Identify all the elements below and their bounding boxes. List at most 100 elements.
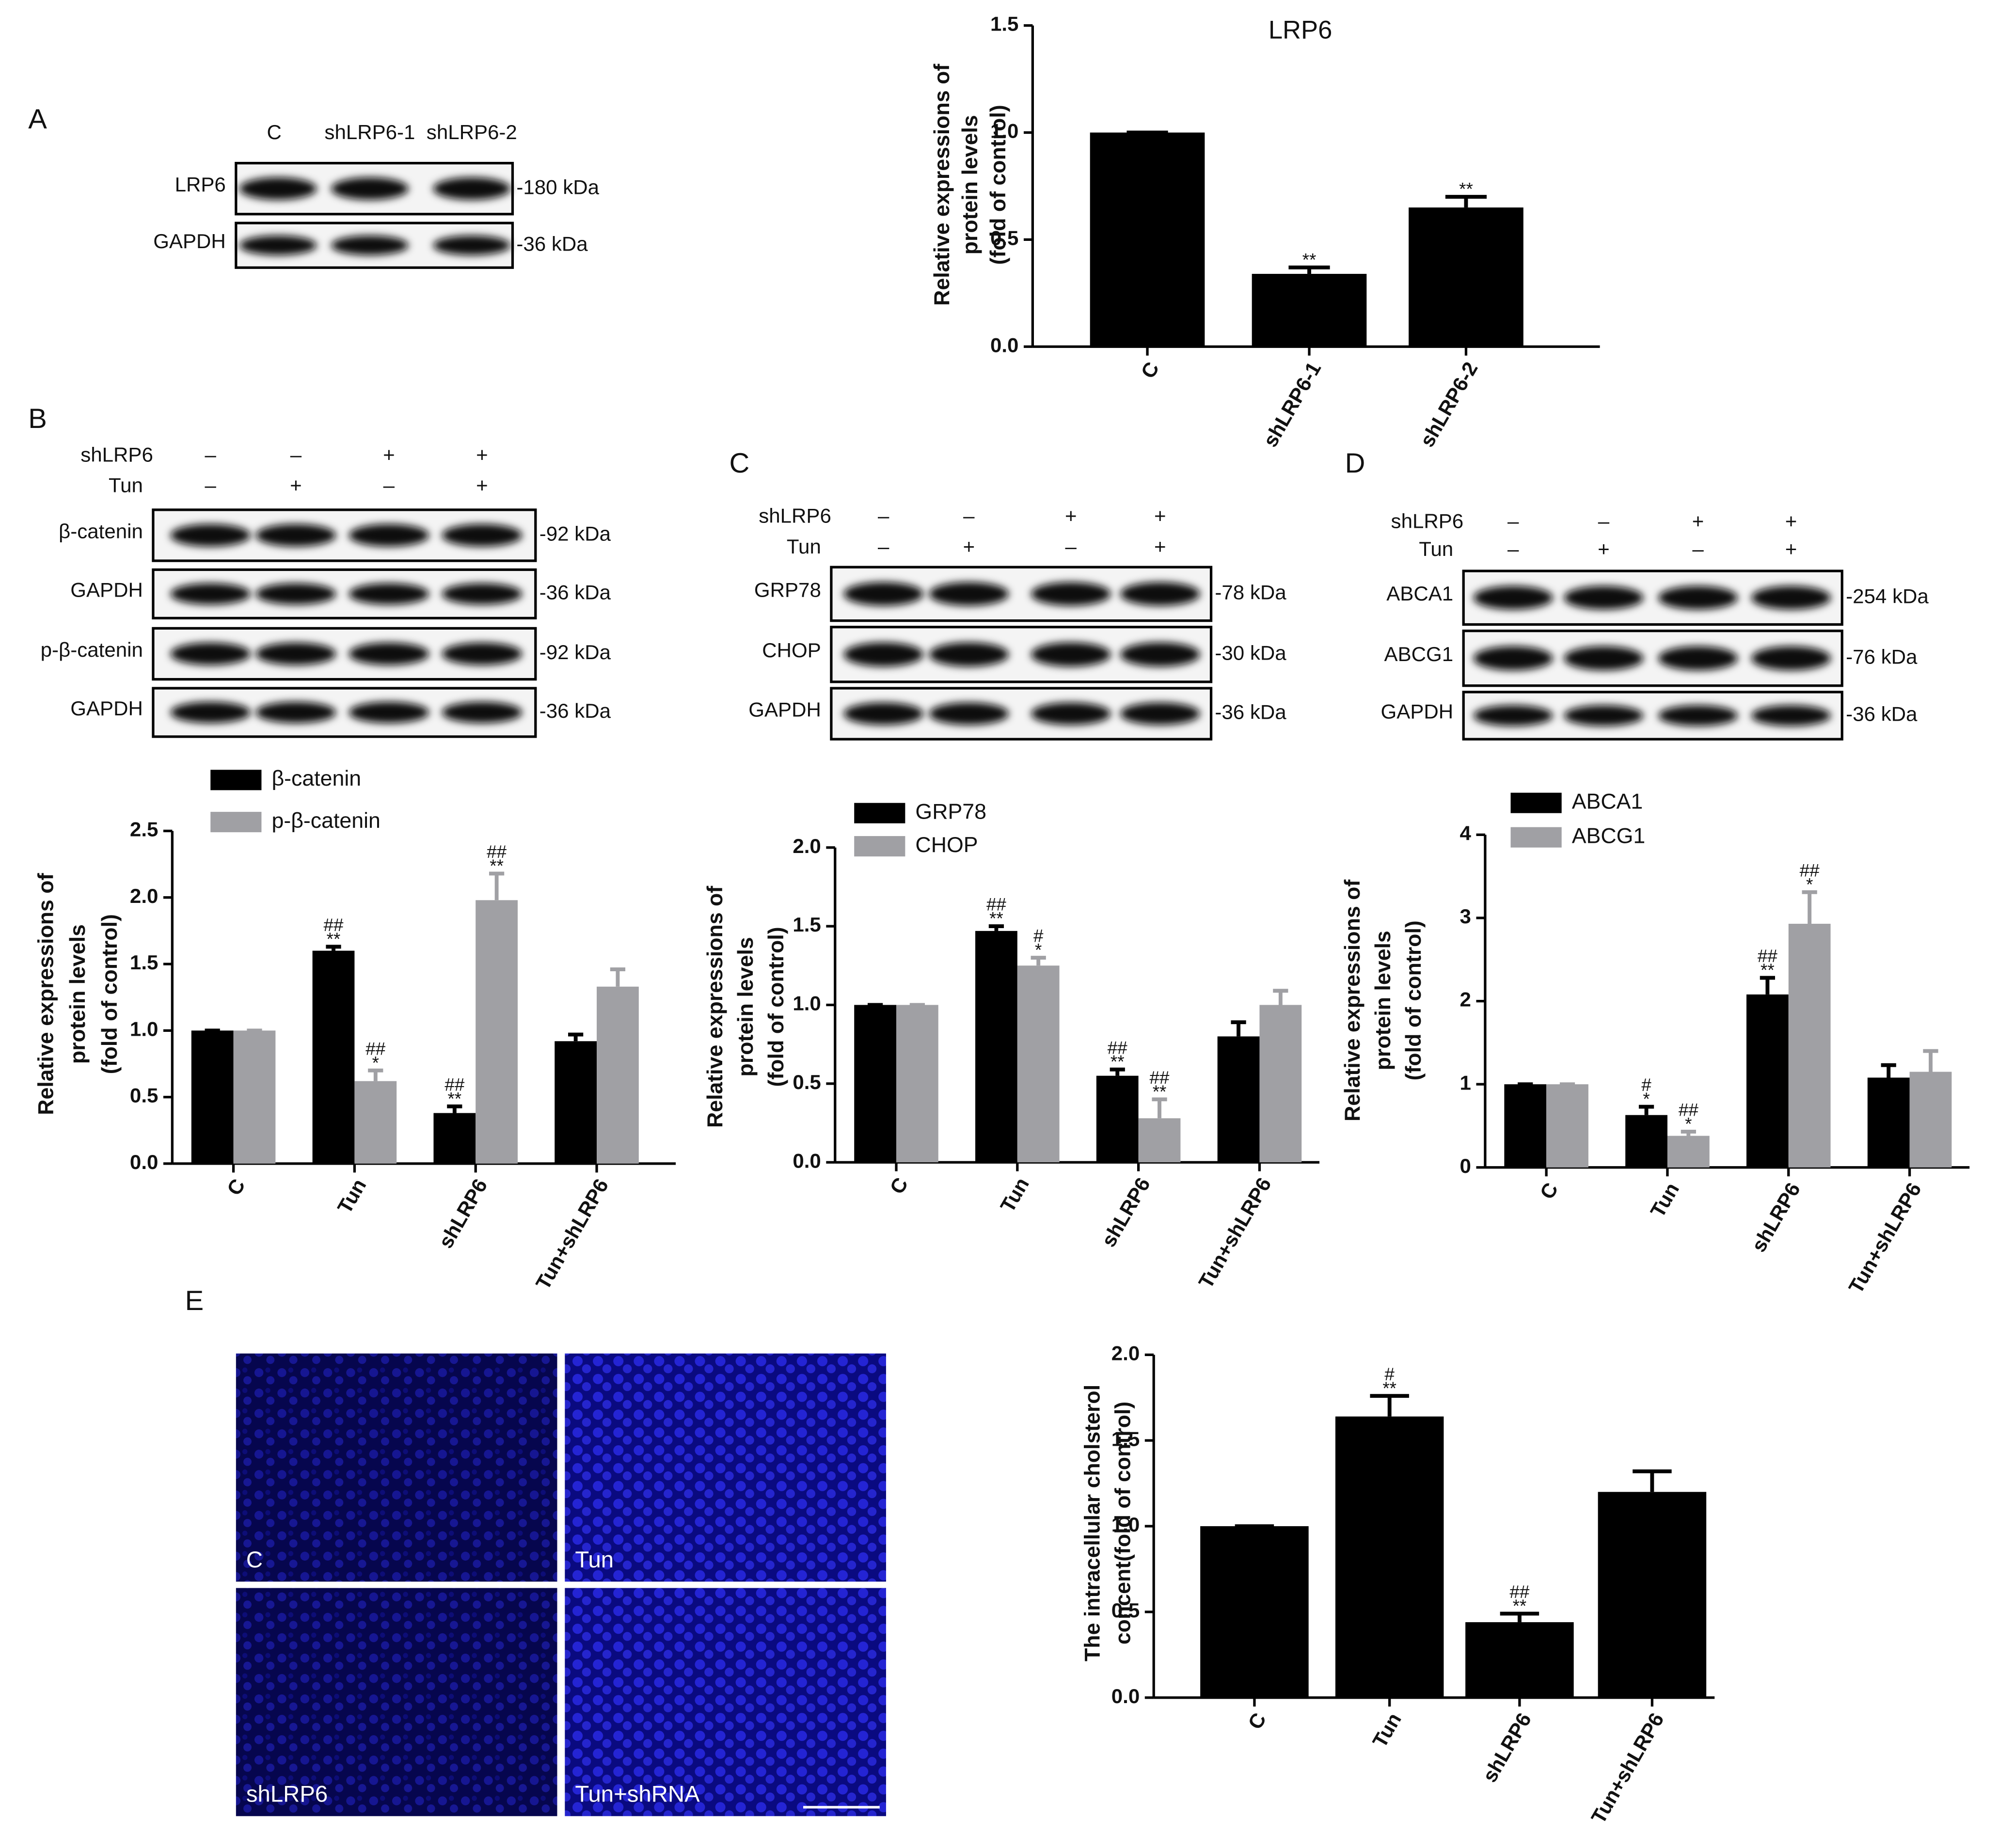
blot-band bbox=[929, 582, 1009, 606]
treatment-label: Tun bbox=[1419, 537, 1453, 560]
blot-band bbox=[349, 583, 429, 605]
bar bbox=[433, 1113, 476, 1164]
legend-swatch bbox=[1510, 827, 1562, 848]
significance-label: ** bbox=[490, 856, 504, 876]
significance-label: ** bbox=[327, 929, 341, 949]
lane-label: shLRP6-1 bbox=[324, 121, 415, 143]
treatment-sign: – bbox=[878, 535, 889, 558]
blot-band bbox=[442, 642, 523, 665]
blot-band bbox=[255, 583, 336, 605]
y-axis-label: protein levels bbox=[958, 115, 982, 254]
error-bar bbox=[447, 1104, 462, 1113]
blot-row-label: GAPDH bbox=[153, 230, 226, 253]
y-axis-label: Relative expressions of bbox=[34, 873, 58, 1115]
significance-label: * bbox=[1035, 940, 1042, 960]
blot-band bbox=[1473, 586, 1553, 610]
blot-size-label: -36 kDa bbox=[1846, 703, 1918, 726]
bar bbox=[1746, 994, 1789, 1168]
treatment-sign: – bbox=[205, 474, 217, 497]
y-tick-label: 0.5 bbox=[1111, 1599, 1140, 1622]
treatment-sign: + bbox=[1154, 505, 1166, 527]
treatment-sign: – bbox=[1507, 509, 1519, 532]
bar bbox=[1625, 1115, 1667, 1168]
treatment-sign: + bbox=[290, 474, 302, 497]
blot-band bbox=[349, 642, 429, 665]
y-tick-label: 3 bbox=[1460, 905, 1471, 928]
significance-label: ## bbox=[365, 1039, 385, 1058]
error-bar bbox=[1152, 1097, 1167, 1119]
significance-label: ## bbox=[1800, 860, 1820, 880]
blot-band bbox=[1751, 646, 1831, 671]
blot-row-label: GAPDH bbox=[1381, 700, 1454, 723]
legend-label: ABCA1 bbox=[1572, 790, 1643, 813]
bar bbox=[555, 1041, 597, 1164]
y-tick-label: 0.0 bbox=[1111, 1685, 1140, 1707]
blot-band bbox=[331, 235, 409, 255]
blot-band bbox=[1031, 702, 1111, 725]
chart-title: LRP6 bbox=[1269, 16, 1333, 45]
blot-row-label: LRP6 bbox=[175, 173, 226, 196]
blot-size-label: -76 kDa bbox=[1846, 645, 1918, 668]
blot-row-label: GRP78 bbox=[754, 578, 821, 601]
y-tick-label: 2.5 bbox=[130, 818, 158, 841]
blot-band bbox=[442, 524, 523, 547]
blot-row-label: β-catenin bbox=[59, 520, 143, 542]
y-tick-label: 2.0 bbox=[1111, 1342, 1140, 1364]
micrograph bbox=[565, 1353, 886, 1582]
blot-band bbox=[239, 177, 317, 200]
bar bbox=[1252, 274, 1367, 347]
x-tick-label: shLRP6 bbox=[434, 1175, 492, 1252]
micrograph-label: shLRP6 bbox=[246, 1782, 328, 1807]
y-axis-label: Relative expressions of bbox=[930, 64, 954, 306]
y-tick-label: 1.5 bbox=[130, 951, 158, 974]
error-bar bbox=[1110, 1067, 1125, 1076]
error-bar bbox=[1445, 195, 1487, 208]
significance-label: ## bbox=[1679, 1100, 1698, 1120]
error-bar bbox=[1638, 1105, 1654, 1115]
blot-band bbox=[442, 583, 523, 605]
blot-band bbox=[349, 701, 429, 723]
blot-row-label: ABCG1 bbox=[1384, 643, 1454, 665]
bar bbox=[1217, 1036, 1260, 1163]
error-bar bbox=[1760, 976, 1775, 995]
treatment-sign: + bbox=[1065, 505, 1077, 527]
significance-label: ## bbox=[986, 895, 1006, 915]
x-tick-label: Tun bbox=[1646, 1179, 1683, 1221]
bar bbox=[975, 931, 1017, 1163]
y-tick-label: 1.0 bbox=[1111, 1513, 1140, 1536]
blot-size-label: -92 kDa bbox=[539, 641, 611, 663]
treatment-label: shLRP6 bbox=[80, 443, 153, 466]
bar bbox=[1788, 924, 1831, 1168]
x-tick-label: Tun+shLRP6 bbox=[531, 1175, 613, 1293]
micrograph bbox=[565, 1588, 886, 1816]
legend-swatch bbox=[854, 836, 905, 857]
y-axis-label: (fold of control) bbox=[1402, 920, 1426, 1080]
blot-size-label: -180 kDa bbox=[516, 175, 599, 198]
treatment-label: Tun bbox=[109, 474, 143, 497]
bar bbox=[896, 1005, 938, 1163]
blot-band bbox=[1473, 646, 1553, 671]
error-bar bbox=[1288, 265, 1330, 274]
micrograph-label: Tun bbox=[575, 1547, 614, 1573]
blot-size-label: -254 kDa bbox=[1846, 584, 1929, 607]
panel-label: C bbox=[730, 448, 750, 479]
bar bbox=[1598, 1492, 1707, 1698]
significance-label: ## bbox=[1150, 1068, 1170, 1088]
significance-label: ** bbox=[1382, 1378, 1396, 1398]
blot-size-label: -36 kDa bbox=[539, 581, 611, 604]
significance-label: # bbox=[1641, 1075, 1651, 1095]
blot-band bbox=[929, 702, 1009, 725]
bar bbox=[1096, 1075, 1139, 1163]
error-bar bbox=[1273, 989, 1288, 1005]
blot-row-label: GAPDH bbox=[70, 697, 143, 720]
significance-label: # bbox=[1384, 1364, 1395, 1384]
blot-band bbox=[1120, 582, 1200, 606]
blot-size-label: -78 kDa bbox=[1215, 581, 1286, 604]
error-bar bbox=[1500, 1611, 1539, 1623]
significance-label: * bbox=[1806, 874, 1813, 894]
x-tick-label: Tun+shLRP6 bbox=[1587, 1709, 1668, 1827]
error-bar bbox=[368, 1068, 383, 1081]
blot-band bbox=[239, 235, 317, 255]
x-tick-label: Tun bbox=[996, 1174, 1033, 1216]
x-tick-label: shLRP6 bbox=[1097, 1174, 1155, 1251]
